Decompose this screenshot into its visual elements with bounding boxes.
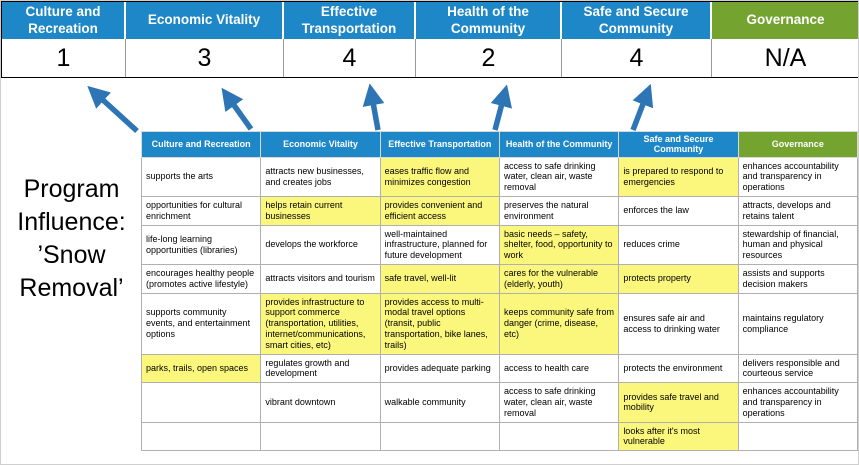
score-governance: N/A: [712, 39, 858, 77]
matrix-cell-highlighted: protects property: [618, 264, 739, 294]
matrix-cell-highlighted: keeps community safe from danger (crime,…: [498, 292, 620, 355]
matrix-column-header: Culture and Recreation: [140, 131, 262, 158]
matrix-cell: develops the workforce: [260, 224, 381, 266]
matrix-cell: access to safe drinking water, clean air…: [498, 382, 620, 423]
matrix-cell: enforces the law: [618, 196, 739, 226]
scoreboard-header-governance: Governance: [712, 2, 858, 39]
matrix-cell-highlighted: provides safe travel and mobility: [618, 382, 739, 423]
matrix-column-header: Governance: [737, 131, 858, 158]
matrix-column-header: Economic Vitality: [260, 131, 381, 158]
program-influence-label: Program Influence: ’Snow Removal’: [17, 175, 126, 302]
matrix-cell-highlighted: eases traffic flow and minimizes congest…: [379, 156, 500, 198]
matrix-row: looks after it's most vulnerable: [140, 421, 858, 452]
arrow-health-community: [490, 84, 512, 131]
scoreboard: Culture and Recreation Economic Vitality…: [1, 1, 858, 78]
scoreboard-header-effective-transportation: Effective Transportation: [284, 2, 416, 39]
matrix-cell: preserves the natural environment: [498, 196, 620, 226]
score-health-community: 2: [416, 39, 562, 77]
matrix-row: supports community events, and entertain…: [140, 292, 858, 355]
arrow-effective-transportation: [362, 83, 385, 131]
matrix-cell: regulates growth and development: [260, 353, 381, 384]
matrix-cell-highlighted: provides access to multi-modal travel op…: [379, 292, 500, 355]
matrix-cell: life-long learning opportunities (librar…: [140, 224, 262, 266]
matrix-cell: [737, 421, 858, 452]
matrix-cell: attracts, develops and retains talent: [737, 196, 858, 226]
matrix-row: vibrant downtown walkable community access…: [140, 382, 858, 423]
matrix-cell: well-maintained infrastructure, planned …: [379, 224, 500, 266]
influence-matrix: Culture and Recreation Economic Vitality E…: [140, 131, 858, 452]
matrix-cell: stewardship of financial, human and phys…: [737, 224, 858, 266]
matrix-row: life-long learning opportunities (librar…: [140, 224, 858, 266]
matrix-cell-highlighted: provides infrastructure to support comme…: [260, 292, 381, 355]
matrix-cell: reduces crime: [618, 224, 739, 266]
matrix-cell-highlighted: cares for the vulnerable (elderly, youth…: [498, 264, 620, 294]
arrow-economic-vitality: [221, 87, 254, 131]
matrix-cell-highlighted: helps retain current businesses: [260, 196, 381, 226]
matrix-cell: ensures safe air and access to drinking …: [618, 292, 739, 355]
matrix-cell: [260, 421, 381, 452]
scoreboard-header-safe-secure-community: Safe and Secure Community: [562, 2, 712, 39]
score-economic-vitality: 3: [126, 39, 284, 77]
matrix-cell-highlighted: safe travel, well-lit: [379, 264, 500, 294]
matrix-column-header: Safe and Secure Community: [618, 131, 739, 158]
matrix-column-header: Health of the Community: [498, 131, 620, 158]
matrix-row: supports the arts attracts new businesses…: [140, 156, 858, 198]
matrix-cell: assists and supports decision makers: [737, 264, 858, 294]
scoreboard-scores: 1 3 4 2 4 N/A: [2, 39, 858, 77]
matrix-cell: enhances accountability and transparency…: [737, 156, 858, 198]
matrix-cell: protects the environment: [618, 353, 739, 384]
matrix-cell-highlighted: looks after it's most vulnerable: [618, 421, 739, 452]
matrix-header-row: Culture and Recreation Economic Vitality E…: [140, 131, 858, 158]
matrix-body: supports the arts attracts new businesses…: [140, 156, 858, 452]
matrix-cell: maintains regulatory compliance: [737, 292, 858, 355]
matrix-cell: delivers responsible and courteous servi…: [737, 353, 858, 384]
matrix-cell-highlighted: provides convenient and efficient access: [379, 196, 500, 226]
scoreboard-header-economic-vitality: Economic Vitality: [126, 2, 284, 39]
matrix-row: parks, trails, open spaces regulates grow…: [140, 353, 858, 384]
matrix-cell: vibrant downtown: [260, 382, 381, 423]
matrix-cell: [498, 421, 620, 452]
score-effective-transportation: 4: [284, 39, 416, 77]
influence-arrows: [87, 83, 654, 134]
matrix-cell: walkable community: [379, 382, 500, 423]
matrix-row: encourages healthy people (promotes acti…: [140, 264, 858, 294]
matrix-column-header: Effective Transportation: [379, 131, 500, 158]
matrix-cell-highlighted: basic needs – safety, shelter, food, opp…: [498, 224, 620, 266]
matrix-cell: [140, 421, 262, 452]
matrix-cell: enhances accountability and transparency…: [737, 382, 858, 423]
matrix-cell: supports community events, and entertain…: [140, 292, 262, 355]
matrix-cell: [140, 382, 262, 423]
scoreboard-header-culture-recreation: Culture and Recreation: [2, 2, 126, 39]
matrix-cell-highlighted: parks, trails, open spaces: [140, 353, 262, 384]
matrix-cell-highlighted: is prepared to respond to emergencies: [618, 156, 739, 198]
arrow-safe-secure-community: [630, 83, 654, 131]
matrix-head: Culture and Recreation Economic Vitality E…: [140, 131, 858, 158]
scoreboard-headers: Culture and Recreation Economic Vitality…: [2, 2, 858, 39]
score-safe-secure-community: 4: [562, 39, 712, 77]
arrow-culture-recreation: [87, 85, 139, 134]
matrix-cell: provides adequate parking: [379, 353, 500, 384]
matrix-cell: supports the arts: [140, 156, 262, 198]
scoreboard-header-health-community: Health of the Community: [416, 2, 562, 39]
matrix-cell: attracts new businesses, and creates job…: [260, 156, 381, 198]
matrix-row: opportunities for cultural enrichment hel…: [140, 196, 858, 226]
matrix-cell: opportunities for cultural enrichment: [140, 196, 262, 226]
matrix-cell: attracts visitors and tourism: [260, 264, 381, 294]
matrix-cell: encourages healthy people (promotes acti…: [140, 264, 262, 294]
matrix-cell: [379, 421, 500, 452]
matrix-cell: access to health care: [498, 353, 620, 384]
matrix-cell: access to safe drinking water, clean air…: [498, 156, 620, 198]
score-culture-recreation: 1: [2, 39, 126, 77]
